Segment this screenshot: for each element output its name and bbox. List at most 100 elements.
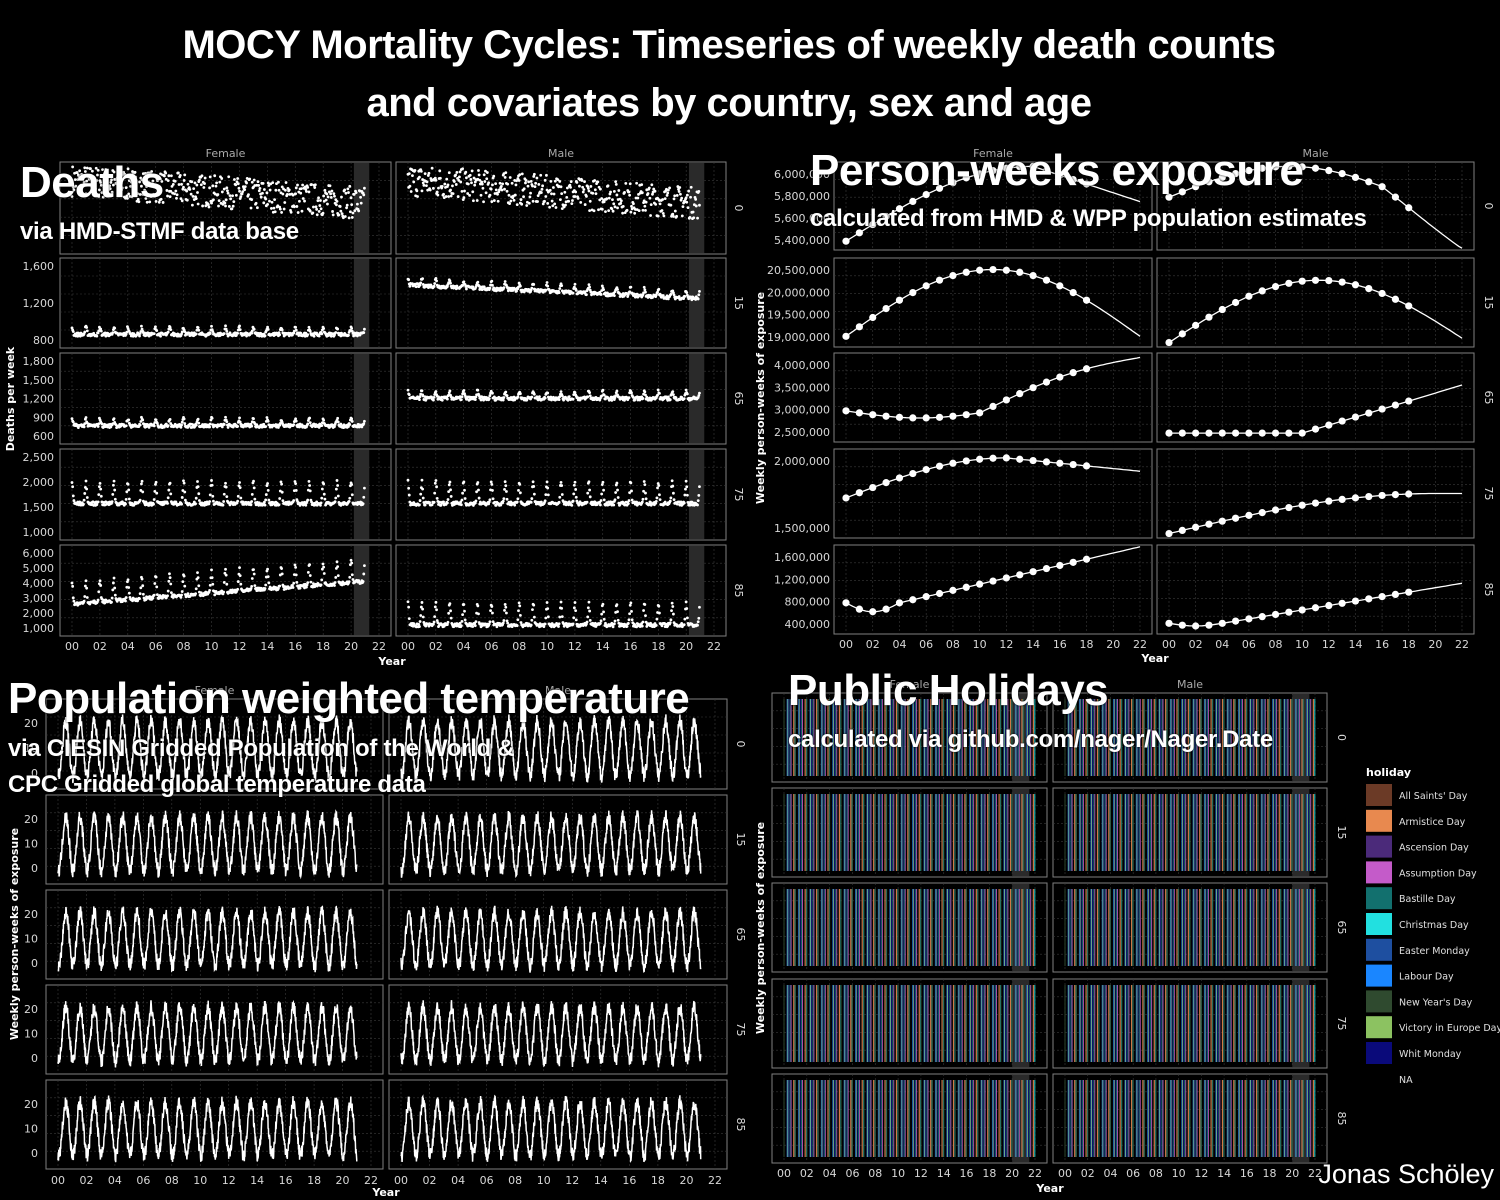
death-point [616,206,619,210]
death-point [627,190,631,194]
death-point [518,482,522,486]
death-point [208,425,212,429]
covid-shading [688,546,705,635]
death-point [169,174,173,178]
death-point [643,483,647,487]
death-point [672,612,675,616]
death-point [630,489,633,493]
death-point [559,600,563,604]
death-point [495,625,499,629]
death-point [82,180,86,184]
death-point [513,503,517,507]
death-point [672,498,676,501]
death-point [140,577,144,581]
death-point [602,617,606,621]
death-point [558,395,562,399]
death-point [565,186,569,190]
death-point [657,484,661,487]
death-point [222,500,226,503]
death-point [124,497,128,501]
death-point [278,207,282,211]
death-point [407,617,411,620]
death-point [198,499,201,502]
death-point [530,395,534,399]
death-point [434,600,438,604]
death-point [694,197,698,201]
death-point [154,200,158,203]
death-point [515,179,518,183]
death-point [340,212,344,216]
panel-background [59,161,392,255]
death-point [236,331,240,335]
death-point [585,620,589,624]
death-point [280,572,284,576]
death-point [423,503,427,507]
death-point [353,209,357,213]
death-point [127,179,131,183]
death-point [123,172,127,176]
death-point [226,189,229,193]
death-point [85,586,89,590]
death-point [689,195,692,199]
y-tick-label: 1,500 [23,374,55,387]
death-point [95,179,99,182]
exposure-point [869,411,877,419]
death-point [277,180,280,184]
death-point [419,281,423,285]
exposure-point [1351,173,1360,182]
death-point [270,200,274,204]
death-point [600,492,604,496]
death-point [264,498,268,502]
death-point [442,500,445,504]
death-point [612,189,616,193]
death-point [266,488,270,492]
death-point [447,195,451,198]
death-point [682,623,686,627]
death-point [284,181,288,184]
death-point [522,187,526,191]
death-point [644,497,648,501]
death-point [320,332,324,336]
death-point [217,199,221,203]
death-point [100,422,104,426]
death-point [406,478,410,482]
death-point [685,616,689,620]
death-point [420,189,424,193]
death-point [448,480,452,484]
exposure-point [1338,278,1346,286]
death-point [598,621,602,625]
death-point [602,288,605,292]
death-point [250,577,254,580]
death-point [460,189,464,193]
death-point [677,190,681,193]
death-point [234,333,238,337]
death-point [97,188,101,192]
death-point [350,216,354,219]
death-point [97,422,101,426]
death-point [418,499,422,502]
death-point [691,210,695,214]
death-point [550,192,553,196]
death-point [232,200,236,204]
death-point [196,485,200,489]
death-point [558,615,562,619]
death-point [426,174,430,177]
death-point [266,325,269,329]
death-point [462,389,466,392]
death-point [421,607,425,611]
death-point [585,194,588,198]
death-point [642,199,646,203]
death-point [138,592,142,596]
death-point [641,620,645,624]
death-point [583,180,586,183]
death-point [226,191,230,195]
death-point [654,202,658,206]
death-point [71,596,75,600]
death-point [490,200,494,203]
death-point [212,198,215,202]
exposure-point [1192,321,1200,329]
death-point [321,211,325,215]
death-point [506,621,510,625]
death-point [670,479,674,483]
death-point [694,204,698,208]
